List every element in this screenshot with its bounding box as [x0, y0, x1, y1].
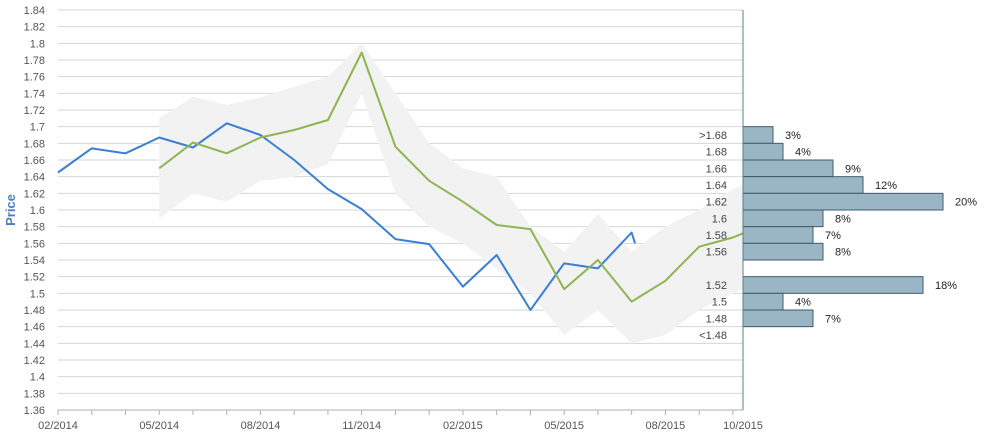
price-distribution: >1.68 3% 1.68 4% 1.66 9% 1.64 12% 1.62 20% 1.6 8% 1.… — [699, 126, 977, 342]
distribution-bin-label: 1.5 — [712, 297, 727, 309]
y-tick-label: 1.48 — [24, 305, 45, 317]
y-tick-label: 1.6 — [30, 205, 45, 217]
y-tick-label: 1.44 — [24, 338, 45, 350]
distribution-percent-label: 3% — [785, 130, 801, 142]
axes: 1.36 1.38 1.4 1.42 1.44 1.46 1.48 1.5 1.52 1.54 1.… — [24, 5, 763, 432]
distribution-percent-label: 8% — [835, 247, 851, 259]
distribution-bin-label: 1.58 — [706, 230, 727, 242]
y-tick-label: 1.38 — [24, 388, 45, 400]
distribution-bar — [742, 226, 814, 244]
distribution-bin-label: 1.66 — [706, 163, 727, 175]
distribution-bar — [742, 126, 774, 144]
x-tick-label: 08/2014 — [241, 420, 281, 432]
y-tick-label: 1.4 — [30, 372, 45, 384]
distribution-bin-label: 1.64 — [706, 180, 727, 192]
y-axis-title: Price — [3, 194, 18, 226]
distribution-bar — [742, 159, 834, 178]
distribution-bar — [742, 292, 784, 311]
y-tick-label: 1.84 — [24, 5, 45, 17]
y-tick-label: 1.74 — [24, 88, 45, 100]
distribution-bar — [742, 142, 784, 161]
y-tick-label: 1.58 — [24, 222, 45, 234]
series-lines — [57, 51, 744, 311]
distribution-bar — [742, 192, 944, 211]
distribution-bin-label: 1.62 — [706, 197, 727, 209]
distribution-percent-label: 9% — [845, 163, 861, 175]
distribution-bin-label: 1.56 — [706, 247, 727, 259]
y-tick-label: 1.66 — [24, 155, 45, 167]
distribution-percent-label: 4% — [795, 147, 811, 159]
y-tick-label: 1.68 — [24, 138, 45, 150]
y-tick-label: 1.54 — [24, 255, 45, 267]
y-tick-label: 1.78 — [24, 55, 45, 67]
y-tick-label: 1.82 — [24, 22, 45, 34]
x-tick-label: 02/2014 — [38, 420, 78, 432]
x-tick-label: 11/2014 — [342, 420, 381, 432]
y-tick-label: 1.7 — [30, 122, 45, 134]
distribution-bin-label: <1.48 — [699, 330, 727, 342]
x-tick-label: 02/2015 — [443, 420, 483, 432]
y-tick-label: 1.46 — [24, 322, 45, 334]
distribution-bar — [742, 309, 814, 328]
y-tick-label: 1.76 — [24, 72, 45, 84]
x-tick-label: 10/2015 — [723, 420, 763, 432]
distribution-bar — [742, 242, 824, 261]
distribution-percent-label: 7% — [825, 313, 841, 325]
distribution-bar — [742, 276, 924, 294]
x-tick-label: 05/2015 — [544, 420, 584, 432]
distribution-percent-label: 12% — [875, 180, 897, 192]
distribution-bin-label: 1.68 — [706, 147, 727, 159]
distribution-percent-label: 4% — [795, 297, 811, 309]
distribution-bin-label: 1.52 — [706, 280, 727, 292]
y-tick-label: 1.52 — [24, 272, 45, 284]
y-tick-label: 1.36 — [24, 405, 45, 417]
distribution-percent-label: 18% — [935, 280, 957, 292]
y-tick-label: 1.42 — [24, 355, 45, 367]
distribution-bin-label: >1.68 — [699, 130, 727, 142]
series-line-2 — [158, 51, 744, 303]
x-tick-label: 08/2015 — [646, 420, 686, 432]
distribution-bar — [742, 176, 864, 194]
y-tick-label: 1.72 — [24, 105, 45, 117]
y-tick-label: 1.56 — [24, 238, 45, 250]
distribution-bin-label: 1.48 — [706, 313, 727, 325]
y-tick-label: 1.5 — [30, 288, 45, 300]
x-tick-label: 05/2014 — [139, 420, 179, 432]
series-line-1 — [57, 122, 636, 311]
y-tick-label: 1.64 — [24, 172, 45, 184]
distribution-bar — [742, 209, 824, 228]
distribution-percent-label: 7% — [825, 230, 841, 242]
y-tick-label: 1.62 — [24, 188, 45, 200]
y-tick-label: 1.8 — [30, 38, 45, 50]
distribution-percent-label: 8% — [835, 213, 851, 225]
distribution-bin-label: 1.6 — [712, 213, 727, 225]
distribution-percent-label: 20% — [955, 197, 977, 209]
